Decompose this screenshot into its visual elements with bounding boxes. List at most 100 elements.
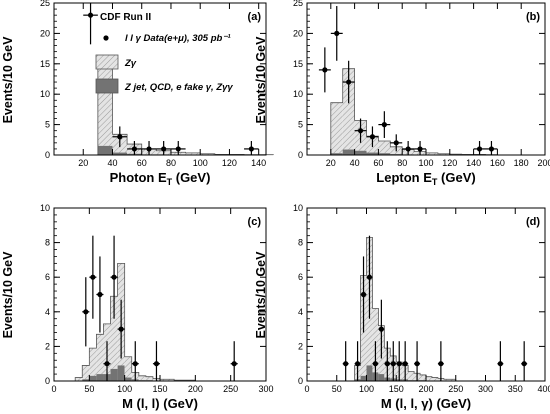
data-point bbox=[131, 146, 138, 152]
x-axis-title: Photon ET (GeV) bbox=[110, 170, 211, 187]
x-tick-label: 120 bbox=[442, 158, 457, 168]
zg-signal-bar bbox=[124, 356, 132, 378]
data-point bbox=[153, 361, 160, 367]
y-tick-label: 6 bbox=[298, 272, 303, 282]
data-point bbox=[381, 122, 387, 128]
background-bar bbox=[342, 149, 355, 155]
data-point bbox=[322, 67, 328, 73]
x-tick-label: 40 bbox=[350, 158, 360, 168]
background-bar bbox=[360, 375, 367, 381]
legend-signal-swatch bbox=[95, 54, 119, 70]
zg-signal-bar bbox=[97, 58, 113, 146]
data-point bbox=[417, 146, 423, 152]
zg-signal-bar bbox=[426, 376, 432, 381]
zg-signal-bar bbox=[75, 377, 83, 381]
background-bar bbox=[354, 150, 367, 155]
zg-signal-bar bbox=[443, 379, 450, 381]
x-tick-label: 300 bbox=[478, 384, 493, 394]
x-tick-label: 350 bbox=[508, 384, 523, 394]
data-point bbox=[87, 12, 94, 18]
data-point bbox=[161, 146, 167, 152]
y-tick-label: 10 bbox=[293, 203, 303, 213]
x-tick-label: 250 bbox=[223, 384, 238, 394]
data-point bbox=[90, 274, 96, 280]
y-tick-label: 0 bbox=[298, 150, 303, 160]
data-point bbox=[438, 361, 444, 367]
y-tick-label: 10 bbox=[40, 89, 50, 99]
zg-signal-bar bbox=[408, 371, 415, 381]
background-bar bbox=[97, 145, 113, 155]
legend-entry-label: Z jet, QCD, e fake γ, Zγγ bbox=[124, 82, 233, 93]
data-point bbox=[405, 146, 411, 152]
panel-label: (d) bbox=[526, 216, 540, 228]
background-bar bbox=[96, 374, 104, 381]
y-tick-label: 20 bbox=[293, 28, 303, 38]
legend-entry-label: l l γ Data(e+μ), 305 pb⁻¹ bbox=[125, 33, 231, 44]
x-tick-label: 160 bbox=[490, 158, 505, 168]
zg-signal-bar bbox=[330, 102, 343, 154]
y-tick-label: 10 bbox=[40, 203, 50, 213]
x-tick-label: 40 bbox=[107, 158, 117, 168]
y-axis-title: Events/10 GeV bbox=[1, 36, 15, 124]
x-tick-label: 50 bbox=[332, 384, 342, 394]
panel-3: 0 50 100 150 200 250 300 350 400 0 2 4 6 8 10 (d) M (l, … bbox=[254, 203, 550, 411]
data-point bbox=[402, 361, 408, 367]
data-point bbox=[104, 361, 110, 367]
x-tick-label: 20 bbox=[78, 158, 88, 168]
data-point bbox=[488, 146, 495, 152]
background-bar bbox=[366, 152, 379, 155]
x-tick-label: 100 bbox=[117, 384, 132, 394]
x-tick-label: 200 bbox=[188, 384, 203, 394]
y-tick-label: 25 bbox=[40, 0, 50, 8]
y-tick-label: 8 bbox=[298, 238, 303, 248]
data-point bbox=[521, 361, 527, 367]
y-tick-label: 6 bbox=[45, 272, 50, 282]
legend-background-swatch bbox=[95, 78, 119, 94]
background-bar bbox=[124, 377, 132, 381]
x-tick-label: 250 bbox=[448, 384, 463, 394]
x-tick-label: 80 bbox=[166, 158, 176, 168]
background-bar bbox=[378, 153, 391, 155]
x-tick-label: 60 bbox=[373, 158, 383, 168]
x-tick-label: 60 bbox=[137, 158, 147, 168]
x-tick-label: 400 bbox=[537, 384, 550, 394]
data-point bbox=[343, 361, 349, 367]
background-bar bbox=[112, 152, 128, 155]
y-tick-label: 0 bbox=[45, 150, 50, 160]
background-bar bbox=[378, 374, 385, 381]
legend: CDF Run II l l γ Data(e+μ), 305 pb⁻¹ Zγ Z j… bbox=[95, 12, 233, 94]
x-tick-label: 140 bbox=[251, 158, 266, 168]
panel-label: (b) bbox=[526, 11, 540, 23]
background-bar bbox=[89, 375, 97, 381]
zg-signal-bar bbox=[426, 152, 438, 155]
zg-signal-bar bbox=[82, 365, 90, 380]
y-axis-title: Events/10 GeV bbox=[254, 36, 268, 124]
panel-label: (c) bbox=[248, 216, 262, 228]
stack-outline bbox=[354, 237, 457, 381]
data-point bbox=[248, 146, 254, 152]
background-bar bbox=[82, 379, 90, 381]
y-tick-label: 10 bbox=[293, 89, 303, 99]
data-point bbox=[476, 146, 483, 152]
zg-signal-bar bbox=[437, 153, 450, 155]
data-point bbox=[132, 361, 138, 367]
zg-signal-bar bbox=[372, 308, 379, 373]
y-tick-label: 5 bbox=[45, 120, 50, 130]
zg-signal-bar bbox=[138, 375, 146, 381]
y-axis-title: Events/10 GeV bbox=[1, 251, 15, 339]
y-tick-label: 0 bbox=[298, 376, 303, 386]
x-tick-label: 200 bbox=[537, 158, 550, 168]
data-point bbox=[357, 128, 364, 134]
panel-2: 0 50 100 150 200 250 300 0 2 4 6 8 10 (c) M (l, l) (Ge… bbox=[1, 203, 274, 411]
legend-data-marker bbox=[103, 35, 109, 41]
zg-signal-bar bbox=[110, 296, 118, 369]
data-point bbox=[346, 79, 352, 85]
x-axis-title: Lepton ET (GeV) bbox=[376, 170, 475, 187]
y-tick-label: 5 bbox=[298, 120, 303, 130]
data-point bbox=[390, 361, 396, 367]
y-tick-label: 25 bbox=[293, 0, 303, 8]
data-point bbox=[118, 326, 124, 332]
y-tick-label: 4 bbox=[298, 307, 303, 317]
legend-entry-label: Zγ bbox=[124, 58, 137, 69]
